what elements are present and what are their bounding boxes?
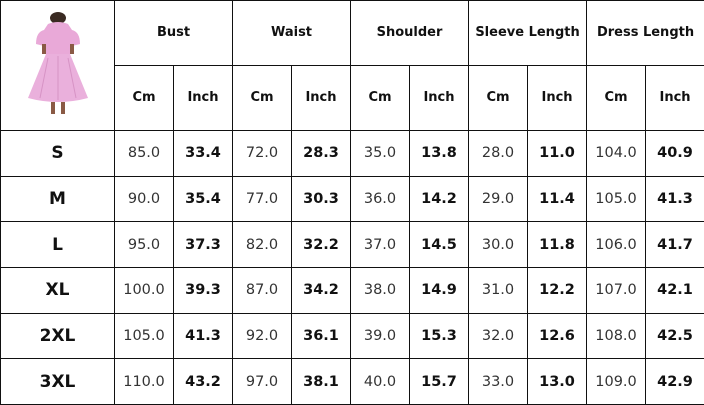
cm-value: 90.0 bbox=[114, 175, 174, 223]
inch-value: 11.0 bbox=[527, 129, 588, 177]
unit-inch: Inch bbox=[408, 64, 470, 131]
inch-value: 11.4 bbox=[527, 175, 588, 223]
cm-value: 72.0 bbox=[232, 129, 292, 177]
cm-value: 77.0 bbox=[232, 175, 292, 223]
inch-value: 36.1 bbox=[291, 312, 351, 360]
inch-value: 41.7 bbox=[645, 221, 704, 268]
cm-value: 106.0 bbox=[586, 221, 647, 268]
cm-value: 39.0 bbox=[350, 312, 410, 360]
table-row: L 95.0 37.3 82.0 32.2 37.0 14.5 30.0 11.8 106.0 41… bbox=[0, 221, 704, 268]
header-waist: Waist bbox=[232, 0, 351, 66]
inch-value: 11.8 bbox=[527, 221, 588, 268]
cm-value: 82.0 bbox=[232, 221, 292, 268]
inch-value: 28.3 bbox=[291, 129, 351, 177]
table-row: XL 100.0 39.3 87.0 34.2 38.0 14.9 31.0 12.2 107.0… bbox=[0, 266, 704, 314]
unit-inch: Inch bbox=[645, 64, 704, 131]
inch-value: 40.9 bbox=[645, 129, 704, 177]
inch-value: 39.3 bbox=[173, 266, 233, 314]
unit-inch: Inch bbox=[291, 64, 351, 131]
inch-value: 42.9 bbox=[645, 358, 704, 405]
cm-value: 97.0 bbox=[232, 358, 292, 405]
cm-value: 85.0 bbox=[114, 129, 174, 177]
unit-inch: Inch bbox=[173, 64, 233, 131]
cm-value: 107.0 bbox=[586, 266, 647, 314]
inch-value: 42.5 bbox=[645, 312, 704, 360]
inch-value: 42.1 bbox=[645, 266, 704, 314]
inch-value: 14.9 bbox=[408, 266, 470, 314]
header-sleeve-length: Sleeve Length bbox=[468, 0, 588, 66]
cm-value: 30.0 bbox=[468, 221, 529, 268]
cm-value: 95.0 bbox=[114, 221, 174, 268]
unit-cm: Cm bbox=[114, 64, 174, 131]
inch-value: 38.1 bbox=[291, 358, 351, 405]
header-shoulder: Shoulder bbox=[349, 0, 470, 66]
inch-value: 14.2 bbox=[408, 175, 470, 223]
inch-value: 15.3 bbox=[408, 312, 470, 360]
cm-value: 33.0 bbox=[468, 358, 529, 405]
inch-value: 41.3 bbox=[173, 312, 233, 360]
size-label: XL bbox=[0, 266, 115, 314]
size-label: 3XL bbox=[0, 358, 115, 405]
cm-value: 110.0 bbox=[114, 358, 174, 405]
pink-dress-icon bbox=[27, 12, 88, 115]
cm-value: 36.0 bbox=[350, 175, 410, 223]
size-label: M bbox=[0, 175, 115, 223]
cm-value: 40.0 bbox=[350, 358, 410, 405]
size-label: L bbox=[0, 221, 115, 268]
inch-value: 41.3 bbox=[645, 175, 704, 223]
inch-value: 37.3 bbox=[173, 221, 233, 268]
inch-value: 33.4 bbox=[173, 129, 233, 177]
unit-cm: Cm bbox=[232, 64, 292, 131]
inch-value: 30.3 bbox=[291, 175, 351, 223]
header-dress-length: Dress Length bbox=[586, 0, 704, 66]
cm-value: 28.0 bbox=[468, 129, 529, 177]
cm-value: 100.0 bbox=[114, 266, 174, 314]
table-row: S 85.0 33.4 72.0 28.3 35.0 13.8 28.0 11.0 104.0 40… bbox=[0, 129, 704, 177]
size-label: 2XL bbox=[0, 312, 115, 360]
header-bust: Bust bbox=[114, 0, 233, 66]
cm-value: 92.0 bbox=[232, 312, 292, 360]
cm-value: 31.0 bbox=[468, 266, 529, 314]
inch-value: 12.2 bbox=[527, 266, 588, 314]
table-row: M 90.0 35.4 77.0 30.3 36.0 14.2 29.0 11.4 105.0 41… bbox=[0, 175, 704, 223]
inch-value: 34.2 bbox=[291, 266, 351, 314]
cm-value: 38.0 bbox=[350, 266, 410, 314]
inch-value: 32.2 bbox=[291, 221, 351, 268]
inch-value: 13.8 bbox=[408, 129, 470, 177]
table-row: 3XL 110.0 43.2 97.0 38.1 40.0 15.7 33.0 13.0 109.… bbox=[0, 358, 704, 405]
size-label: S bbox=[0, 129, 115, 177]
unit-inch: Inch bbox=[527, 64, 588, 131]
cm-value: 108.0 bbox=[586, 312, 647, 360]
unit-cm: Cm bbox=[468, 64, 529, 131]
inch-value: 43.2 bbox=[173, 358, 233, 405]
cm-value: 32.0 bbox=[468, 312, 529, 360]
inch-value: 13.0 bbox=[527, 358, 588, 405]
inch-value: 14.5 bbox=[408, 221, 470, 268]
cm-value: 105.0 bbox=[586, 175, 647, 223]
inch-value: 35.4 bbox=[173, 175, 233, 223]
inch-value: 15.7 bbox=[408, 358, 470, 405]
cm-value: 29.0 bbox=[468, 175, 529, 223]
unit-cm: Cm bbox=[350, 64, 410, 131]
unit-cm: Cm bbox=[586, 64, 647, 131]
cm-value: 87.0 bbox=[232, 266, 292, 314]
cm-value: 37.0 bbox=[350, 221, 410, 268]
dress-image bbox=[0, 0, 115, 131]
cm-value: 105.0 bbox=[114, 312, 174, 360]
cm-value: 104.0 bbox=[586, 129, 647, 177]
cm-value: 109.0 bbox=[586, 358, 647, 405]
cm-value: 35.0 bbox=[350, 129, 410, 177]
table-row: 2XL 105.0 41.3 92.0 36.1 39.0 15.3 32.0 12.6 108.… bbox=[0, 312, 704, 360]
inch-value: 12.6 bbox=[527, 312, 588, 360]
